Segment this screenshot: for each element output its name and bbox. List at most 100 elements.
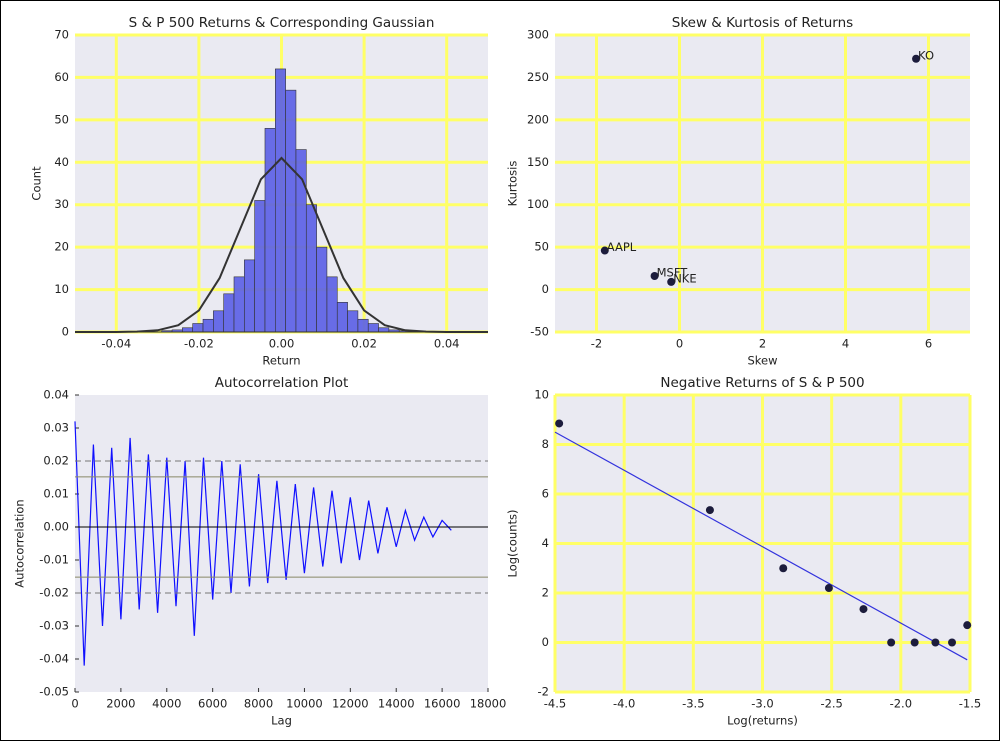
y-tick-label: 50 [54, 112, 69, 126]
y-tick-label: 70 [54, 28, 69, 42]
y-tick-label: 150 [527, 155, 549, 169]
y-tick-label: 50 [534, 240, 549, 254]
y-tick-label: 300 [527, 28, 549, 42]
point [910, 638, 919, 647]
point [667, 277, 676, 286]
y-tick-label: 8 [542, 437, 549, 451]
x-tick-label: 8000 [244, 697, 273, 711]
y-tick-label: 30 [54, 197, 69, 211]
point [948, 638, 957, 647]
y-tick-label: 0.01 [43, 487, 69, 501]
y-tick-label: 0 [542, 635, 549, 649]
y-tick-label: 10 [534, 388, 549, 402]
y-tick-label: 100 [527, 197, 549, 211]
bar [223, 293, 235, 333]
y-tick-label: 200 [527, 112, 549, 126]
x-tick-label: 4000 [152, 697, 181, 711]
point-label: AAPL [607, 240, 637, 254]
x-tick-label: -2.0 [890, 697, 912, 711]
bar [326, 276, 338, 333]
chart-title: S & P 500 Returns & Corresponding Gaussi… [129, 15, 435, 31]
y-tick-label: 10 [54, 282, 69, 296]
y-tick-label: 0.00 [43, 520, 69, 534]
point [912, 54, 921, 63]
y-tick-label: 6 [542, 487, 549, 501]
point [600, 246, 609, 255]
x-tick-label: -0.02 [184, 337, 214, 351]
gaussian-curve [75, 156, 488, 333]
y-tick-label: -0.05 [39, 685, 69, 699]
x-tick-label: 12000 [332, 697, 369, 711]
y-tick-label: 0 [62, 325, 69, 339]
bar [244, 259, 255, 333]
y-tick-label: 4 [542, 536, 549, 550]
x-tick-label: 6000 [198, 697, 227, 711]
y-axis-label: Log(counts) [506, 510, 520, 578]
point [963, 621, 972, 630]
bar [275, 68, 286, 333]
x-tick-label: 4 [842, 337, 849, 351]
point-label: NKE [673, 271, 696, 285]
bar [378, 327, 390, 333]
x-tick-label: -1.5 [959, 697, 981, 711]
bar [264, 128, 276, 333]
x-tick-label: 2 [759, 337, 766, 351]
y-tick-label: 0.04 [43, 388, 69, 402]
y-tick-label: 0.02 [43, 454, 69, 468]
chart-title: Autocorrelation Plot [215, 375, 349, 391]
point [555, 419, 564, 428]
bar [213, 310, 224, 333]
x-axis-label: Skew [747, 354, 777, 368]
y-tick-label: -0.03 [39, 619, 69, 633]
bar [336, 301, 348, 333]
x-axis-label: Lag [271, 714, 292, 728]
point [931, 638, 940, 647]
point [779, 564, 788, 573]
point [887, 638, 896, 647]
y-tick-label: -0.02 [39, 586, 69, 600]
bar [305, 204, 317, 333]
x-tick-label: 14000 [378, 697, 415, 711]
y-tick-label: -50 [530, 325, 549, 339]
chart-title: Negative Returns of S & P 500 [660, 375, 864, 391]
fit-line [554, 431, 968, 661]
y-tick-label: 40 [54, 155, 69, 169]
chart-title: Skew & Kurtosis of Returns [672, 15, 853, 31]
y-tick-label: 60 [54, 70, 69, 84]
x-tick-label: -3.0 [751, 697, 773, 711]
y-tick-label: 0.03 [43, 421, 69, 435]
x-tick-label: 0 [676, 337, 683, 351]
y-tick-label: 250 [527, 70, 549, 84]
x-tick-label: 6 [925, 337, 932, 351]
x-axis-label: Return [262, 354, 300, 368]
point [650, 271, 659, 280]
y-tick-label: 0 [542, 282, 549, 296]
x-tick-label: 0.00 [269, 337, 295, 351]
bar [357, 318, 369, 333]
x-tick-label: 10000 [286, 697, 323, 711]
bar [233, 276, 245, 333]
y-tick-label: 2 [542, 586, 549, 600]
bar [316, 246, 328, 333]
x-tick-label: -0.04 [101, 337, 131, 351]
y-tick-label: -0.01 [39, 553, 69, 567]
point [705, 506, 714, 515]
x-tick-label: 0 [71, 697, 78, 711]
x-tick-label: 2000 [106, 697, 135, 711]
x-axis-label: Log(returns) [727, 714, 798, 728]
bar [254, 200, 266, 333]
point-label: MSFT [657, 265, 689, 279]
x-tick-label: 0.04 [434, 337, 460, 351]
bar [367, 323, 379, 333]
autocorrelation-line [74, 421, 452, 666]
bar [285, 89, 297, 333]
bar [347, 310, 359, 333]
x-tick-label: -4.5 [544, 697, 566, 711]
y-tick-label: -2 [538, 685, 549, 699]
x-tick-label: -2.5 [820, 697, 842, 711]
x-tick-label: 16000 [424, 697, 461, 711]
x-tick-label: -2 [591, 337, 602, 351]
bar [202, 318, 214, 333]
y-tick-label: -0.04 [39, 652, 69, 666]
